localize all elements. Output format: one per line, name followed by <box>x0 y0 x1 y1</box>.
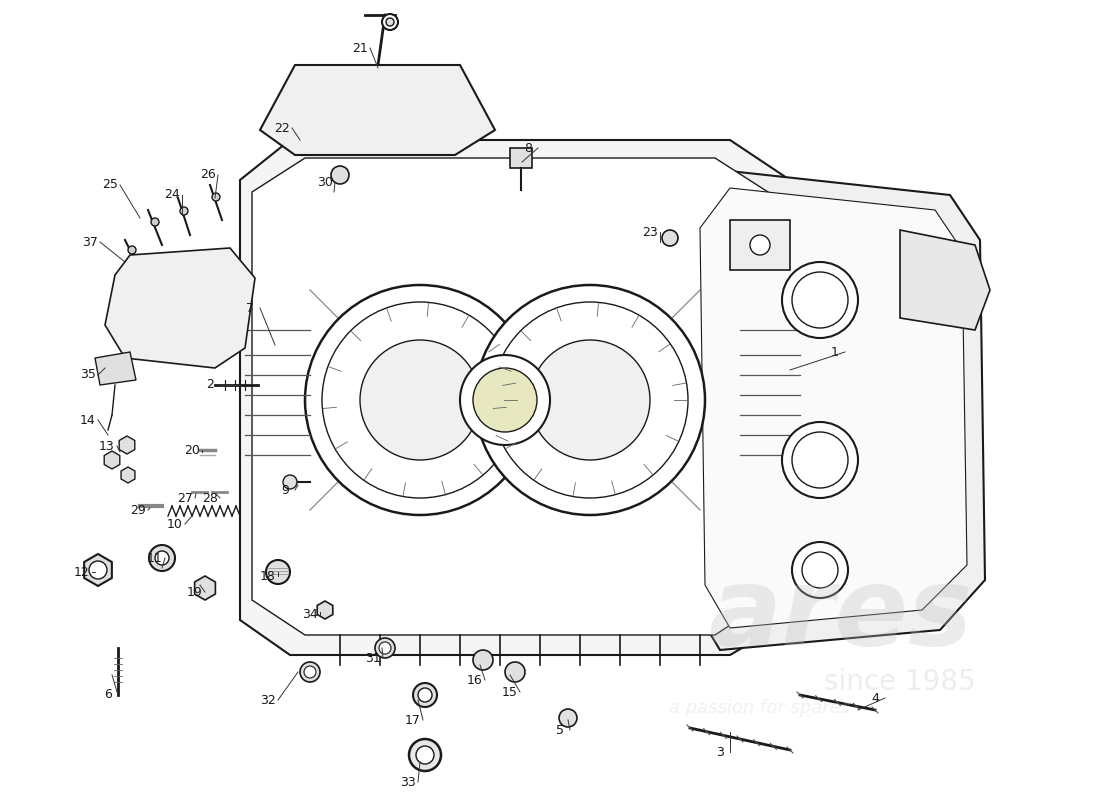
Circle shape <box>792 542 848 598</box>
Text: 32: 32 <box>260 694 276 706</box>
Circle shape <box>792 272 848 328</box>
Text: 11: 11 <box>147 551 163 565</box>
Polygon shape <box>240 140 790 655</box>
Text: 14: 14 <box>80 414 96 426</box>
Circle shape <box>155 551 169 565</box>
Text: 31: 31 <box>365 651 381 665</box>
Circle shape <box>782 422 858 498</box>
Text: 6: 6 <box>104 689 112 702</box>
Text: 17: 17 <box>405 714 421 726</box>
Circle shape <box>382 14 398 30</box>
Text: 9: 9 <box>282 483 289 497</box>
Polygon shape <box>104 451 120 469</box>
Circle shape <box>283 475 297 489</box>
Text: 8: 8 <box>524 142 532 154</box>
Circle shape <box>802 552 838 588</box>
Circle shape <box>530 340 650 460</box>
Circle shape <box>212 193 220 201</box>
Text: 16: 16 <box>468 674 483 686</box>
Text: a passion for spares: a passion for spares <box>670 699 850 717</box>
Circle shape <box>322 302 518 498</box>
Circle shape <box>331 166 349 184</box>
Text: 27: 27 <box>177 491 192 505</box>
Text: 29: 29 <box>130 503 146 517</box>
Circle shape <box>375 638 395 658</box>
Polygon shape <box>700 188 967 628</box>
Text: since 1985: since 1985 <box>824 668 976 696</box>
Text: 4: 4 <box>871 691 879 705</box>
Text: 23: 23 <box>642 226 658 238</box>
Polygon shape <box>730 220 790 270</box>
Text: 37: 37 <box>82 235 98 249</box>
Text: 13: 13 <box>99 439 114 453</box>
Circle shape <box>492 302 688 498</box>
Text: 3: 3 <box>716 746 724 758</box>
Circle shape <box>386 18 394 26</box>
Circle shape <box>128 246 136 254</box>
Text: 18: 18 <box>260 570 276 582</box>
Polygon shape <box>121 467 135 483</box>
Text: 2: 2 <box>206 378 213 391</box>
Text: 25: 25 <box>102 178 118 191</box>
Text: 19: 19 <box>187 586 202 598</box>
Circle shape <box>418 688 432 702</box>
Circle shape <box>379 642 390 654</box>
Text: 12: 12 <box>74 566 90 578</box>
Text: 22: 22 <box>274 122 290 134</box>
Circle shape <box>300 662 320 682</box>
Circle shape <box>750 235 770 255</box>
Text: 10: 10 <box>167 518 183 530</box>
Text: 26: 26 <box>200 169 216 182</box>
Text: 24: 24 <box>164 189 180 202</box>
Circle shape <box>151 218 160 226</box>
Polygon shape <box>510 148 532 168</box>
Circle shape <box>473 650 493 670</box>
Circle shape <box>180 207 188 215</box>
Text: 28: 28 <box>202 491 218 505</box>
Circle shape <box>360 340 480 460</box>
Text: 1: 1 <box>832 346 839 358</box>
Text: 21: 21 <box>352 42 367 54</box>
Text: 34: 34 <box>302 609 318 622</box>
Circle shape <box>460 355 550 445</box>
Circle shape <box>412 683 437 707</box>
Polygon shape <box>104 248 255 368</box>
Polygon shape <box>84 554 112 586</box>
Polygon shape <box>252 158 768 635</box>
Text: 33: 33 <box>400 775 416 789</box>
Circle shape <box>782 262 858 338</box>
Polygon shape <box>195 576 216 600</box>
Polygon shape <box>317 601 333 619</box>
Circle shape <box>416 746 434 764</box>
Circle shape <box>505 662 525 682</box>
Circle shape <box>89 561 107 579</box>
Polygon shape <box>685 170 984 650</box>
Text: 20: 20 <box>184 443 200 457</box>
Circle shape <box>305 285 535 515</box>
Circle shape <box>266 560 290 584</box>
Text: 7: 7 <box>246 302 254 314</box>
Polygon shape <box>95 352 136 385</box>
Text: ares: ares <box>707 562 972 668</box>
Text: 35: 35 <box>80 369 96 382</box>
Circle shape <box>304 666 316 678</box>
Polygon shape <box>900 230 990 330</box>
Text: 30: 30 <box>317 175 333 189</box>
Text: 15: 15 <box>502 686 518 698</box>
Circle shape <box>559 709 578 727</box>
Circle shape <box>475 285 705 515</box>
Circle shape <box>148 545 175 571</box>
Circle shape <box>409 739 441 771</box>
Circle shape <box>662 230 678 246</box>
Text: 5: 5 <box>556 723 564 737</box>
Polygon shape <box>119 436 135 454</box>
Circle shape <box>300 80 320 100</box>
Circle shape <box>792 432 848 488</box>
Polygon shape <box>260 65 495 155</box>
Circle shape <box>473 368 537 432</box>
